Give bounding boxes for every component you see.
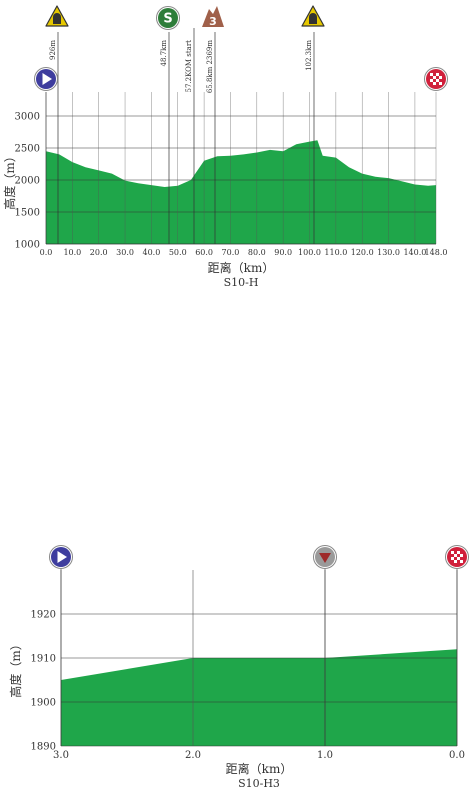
x-tick-label: 140.0 [403, 248, 426, 257]
y-axis-title: 高度（m） [2, 150, 17, 209]
x-tick-label: 0.0 [40, 248, 53, 257]
x-tick-label: 3.0 [53, 750, 69, 761]
y-tick-label: 2500 [15, 144, 40, 155]
elevation-area [46, 140, 436, 244]
sprint-icon: S [156, 6, 180, 30]
y-tick-label: 1500 [15, 208, 40, 219]
y-tick-label: 1890 [31, 742, 56, 753]
one-km-triangle-icon [313, 545, 337, 569]
chart-subtitle: S10-H [224, 276, 259, 289]
y-tick-label: 3000 [15, 112, 40, 123]
annotation-label: 57.2KOM start [185, 40, 193, 93]
x-tick-label: 80.0 [248, 248, 266, 257]
x-tick-label: 60.0 [195, 248, 213, 257]
stage-profile-chart: 1000 1500 2000 2500 3000 0.0 10.0 20.0 30.0 40.0 5… [2, 5, 448, 289]
y-tick-label: 1000 [15, 240, 40, 251]
x-tick-label: 100.0 [298, 248, 321, 257]
annotation-label: 65.8km 2369m [206, 40, 214, 94]
y-axis-title: 高度（m） [8, 638, 23, 697]
x-axis-title: 距离（km） [208, 260, 275, 275]
x-tick-label: 30.0 [116, 248, 134, 257]
annotation-label: 926m [49, 40, 57, 60]
x-tick-label: 10.0 [63, 248, 81, 257]
x-tick-label: 0.0 [449, 750, 465, 761]
elevation-area [61, 649, 457, 746]
x-tick-label: 148.0 [425, 248, 448, 257]
y-tick-label: 1910 [31, 654, 56, 665]
kom-3-icon: 3 [202, 6, 224, 28]
finish-flag-icon [424, 67, 448, 91]
start-play-icon [49, 545, 73, 569]
tunnel-icon [301, 5, 325, 27]
tunnel-icon [45, 5, 69, 27]
x-tick-label: 40.0 [142, 248, 160, 257]
annotation-label: 102.3km [305, 40, 313, 71]
x-tick-label: 2.0 [185, 750, 201, 761]
chart-subtitle: S10-H3 [238, 777, 280, 790]
x-tick-label: 110.0 [324, 248, 347, 257]
x-tick-label: 50.0 [169, 248, 187, 257]
start-play-icon [34, 67, 58, 91]
x-tick-label: 120.0 [351, 248, 374, 257]
finish-flag-icon [445, 545, 469, 569]
x-tick-label: 130.0 [377, 248, 400, 257]
x-tick-label: 1.0 [317, 750, 333, 761]
x-axis-title: 距离（km） [226, 761, 293, 776]
y-tick-label: 1920 [31, 610, 56, 621]
y-tick-label: 2000 [15, 176, 40, 187]
svg-text:3: 3 [209, 15, 217, 28]
x-tick-label: 70.0 [222, 248, 240, 257]
x-tick-label: 90.0 [274, 248, 292, 257]
x-tick-label: 20.0 [90, 248, 108, 257]
annotation-label: 48.7km [160, 40, 168, 67]
svg-text:S: S [163, 12, 172, 27]
y-tick-label: 1900 [31, 698, 56, 709]
